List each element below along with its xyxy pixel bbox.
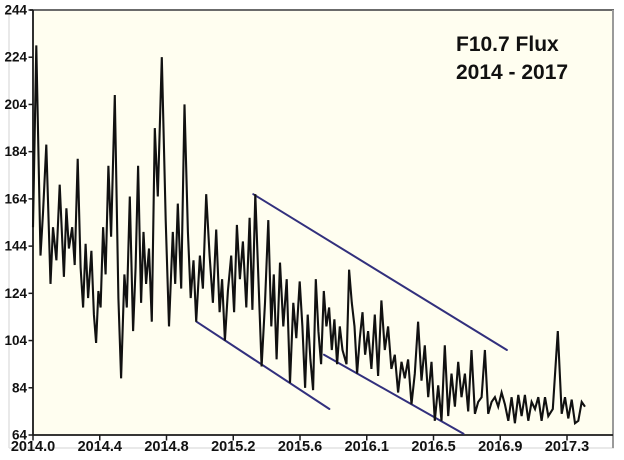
chart-title-line2: 2014 - 2017: [456, 61, 568, 84]
y-tick-label: 204: [4, 97, 27, 112]
x-tick-label: 2016.1: [345, 439, 389, 455]
y-tick-label: 144: [4, 239, 27, 254]
y-tick-label: 64: [12, 428, 28, 443]
flux-data-line: [31, 45, 586, 426]
y-tick-label: 84: [12, 380, 28, 395]
y-tick-label: 184: [4, 144, 27, 159]
y-tick-label: 224: [4, 50, 27, 65]
x-tick-label: 2015.6: [278, 439, 322, 455]
y-axis-labels: 244 224 204 184 164 144 124 104 84 64: [4, 3, 27, 443]
trend-channel-lines: [195, 193, 508, 435]
x-axis-ticks: [32, 435, 568, 441]
y-tick-label: 164: [4, 191, 27, 206]
upper-channel-line: [252, 193, 508, 351]
x-tick-label: 2016.9: [478, 439, 522, 455]
x-tick-label: 2016.5: [411, 439, 455, 455]
y-tick-label: 244: [4, 3, 27, 18]
y-axis-ticks: [28, 9, 33, 436]
lower-channel-line-1: [195, 320, 331, 410]
x-tick-label: 2015.2: [211, 439, 255, 455]
y-tick-label: 104: [4, 333, 27, 348]
chart-title-line1: F10.7 Flux: [456, 33, 559, 56]
y-tick-label: 124: [4, 286, 27, 301]
x-tick-label: 2014.0: [11, 439, 55, 455]
x-tick-label: 2014.8: [144, 439, 188, 455]
x-axis-labels: 2014.0 2014.4 2014.8 2015.2 2015.6 2016.1 2016…: [11, 439, 589, 455]
x-tick-label: 2017.3: [545, 439, 589, 455]
x-tick-label: 2014.4: [78, 439, 122, 455]
lower-channel-line-2: [323, 353, 465, 435]
